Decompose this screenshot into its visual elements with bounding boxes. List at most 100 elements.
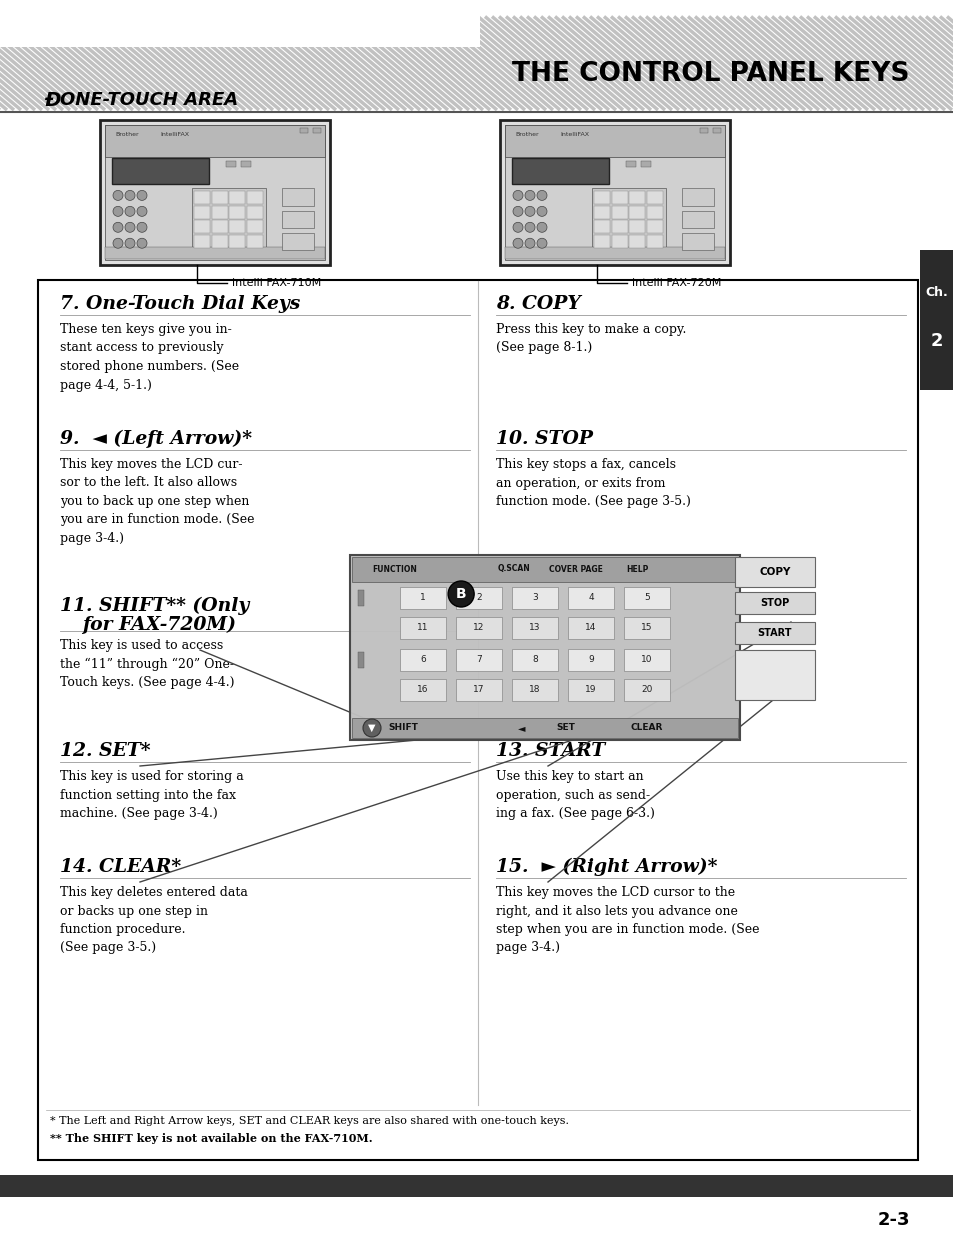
Text: 15.  ► (Right Arrow)*: 15. ► (Right Arrow)* [496,858,717,877]
Text: ** The SHIFT key is not available on the FAX-710M.: ** The SHIFT key is not available on the… [50,1132,373,1144]
Text: FUNCTION: FUNCTION [372,564,416,573]
Bar [504,125,724,261]
Bar [357,590,364,606]
Bar [246,206,263,219]
Circle shape [513,190,522,200]
Bar [646,191,662,204]
Text: Brother: Brother [515,131,538,137]
Text: ▼: ▼ [368,722,375,734]
Bar [628,235,645,248]
Bar [734,557,814,587]
Bar [512,618,558,638]
Circle shape [137,222,147,232]
Bar [640,161,651,167]
Circle shape [112,206,123,216]
Text: 12. SET*: 12. SET* [60,742,151,760]
Bar [700,128,707,133]
Bar [594,206,610,219]
Bar [100,120,330,266]
Bar [357,652,364,668]
Bar [241,161,252,167]
Text: * The Left and Right Arrow keys, SET and CLEAR keys are also shared with one-tou: * The Left and Right Arrow keys, SET and… [50,1116,568,1126]
Text: 11: 11 [416,624,428,632]
Text: 14. CLEAR*: 14. CLEAR* [60,858,181,876]
Circle shape [363,719,380,737]
Bar [611,235,627,248]
Text: 7. One-Touch Dial Keys: 7. One-Touch Dial Keys [60,295,300,312]
Bar [628,191,645,204]
Bar [646,220,662,233]
Text: These ten keys give you in-
stant access to previously
stored phone numbers. (Se: These ten keys give you in- stant access… [60,324,239,391]
Bar [105,247,325,259]
Circle shape [513,238,522,248]
Text: HELP: HELP [626,564,648,573]
Bar [499,120,729,266]
Circle shape [537,238,546,248]
Bar [193,235,210,248]
Text: COVER PAGE: COVER PAGE [548,564,602,573]
Bar [594,191,610,204]
Circle shape [513,206,522,216]
Bar [399,618,446,638]
Circle shape [125,190,135,200]
Text: THE CONTROL PANEL KEYS: THE CONTROL PANEL KEYS [512,62,909,88]
Text: 16: 16 [416,685,428,694]
Text: This key stops a fax, cancels
an operation, or exits from
function mode. (See pa: This key stops a fax, cancels an operati… [496,458,690,508]
Bar [246,220,263,233]
Text: CLEAR: CLEAR [630,724,662,732]
Bar [229,220,245,233]
Text: 1: 1 [419,594,425,603]
Text: 10. STOP: 10. STOP [496,430,593,448]
Text: 14: 14 [585,624,596,632]
Circle shape [137,190,147,200]
Bar [112,158,209,184]
Bar [567,618,614,638]
Bar [313,128,320,133]
Text: SHIFT: SHIFT [388,724,417,732]
Bar [399,587,446,609]
Circle shape [125,222,135,232]
Text: 15: 15 [640,624,652,632]
Circle shape [137,238,147,248]
Bar [456,618,501,638]
Bar [681,233,713,251]
Text: 8. COPY: 8. COPY [496,295,580,312]
Text: 9: 9 [587,656,594,664]
Text: 20: 20 [640,685,652,694]
Circle shape [524,190,535,200]
Text: for FAX-720M): for FAX-720M) [82,616,235,635]
Text: 2: 2 [476,594,481,603]
Bar [212,235,228,248]
Bar [623,650,669,671]
Text: Brother: Brother [115,131,138,137]
Text: 5: 5 [643,594,649,603]
Circle shape [125,206,135,216]
Bar [919,249,953,390]
Bar [229,235,245,248]
Bar [623,679,669,701]
Circle shape [137,206,147,216]
Bar [212,206,228,219]
Bar [0,0,953,110]
Bar [38,280,917,1160]
Bar [623,587,669,609]
Text: 19: 19 [584,685,597,694]
Circle shape [524,206,535,216]
Bar [246,235,263,248]
Bar [352,718,738,739]
Bar [681,211,713,228]
Text: ◄: ◄ [517,722,525,734]
Bar [623,618,669,638]
Bar [193,206,210,219]
Circle shape [537,190,546,200]
Bar [226,161,236,167]
Text: 8: 8 [532,656,537,664]
Bar [281,233,314,251]
Text: 2-3: 2-3 [877,1212,909,1229]
Bar [399,650,446,671]
Text: 18: 18 [529,685,540,694]
Bar [246,191,263,204]
Circle shape [524,238,535,248]
Text: 17: 17 [473,685,484,694]
Bar [399,679,446,701]
